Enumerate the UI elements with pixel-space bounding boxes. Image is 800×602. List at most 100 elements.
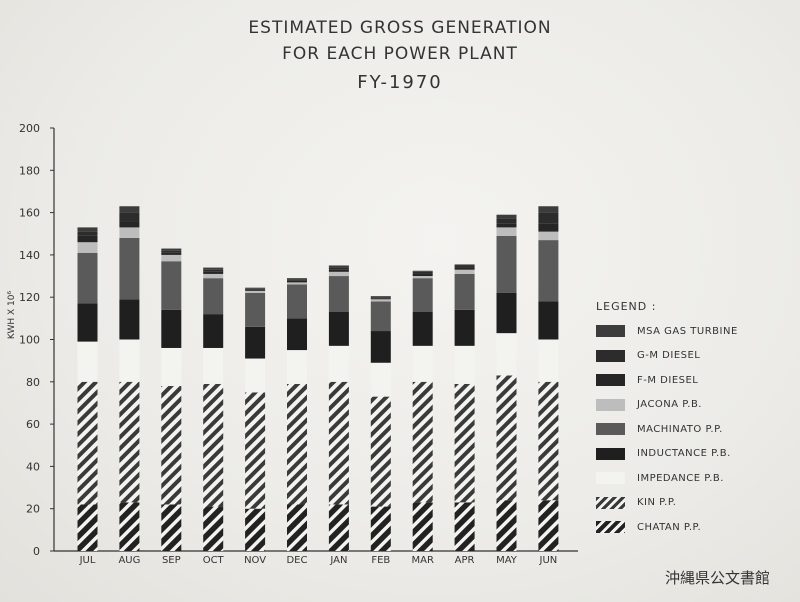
- bar-segment-inductance-jun: [538, 301, 559, 340]
- bar-segment-impedance-mar: [412, 345, 433, 382]
- y-tick-label: 0: [33, 545, 40, 558]
- legend-item-gm_diesel: G-M DIESEL: [596, 344, 796, 369]
- archive-watermark: 沖縄県公文書館: [664, 569, 770, 587]
- bar-segment-gm_diesel-may: [496, 218, 517, 224]
- bar-segment-chatan-nov: [245, 508, 266, 551]
- legend-swatch: [596, 349, 625, 362]
- bar-segment-gm_diesel-aug: [119, 212, 140, 222]
- bar-segment-chatan-mar: [412, 502, 433, 551]
- legend-item-fm_diesel: F-M DIESEL: [596, 368, 796, 393]
- bar-segment-msa_gas_turbine-mar: [412, 270, 433, 272]
- legend-label: CHATAN P.P.: [637, 521, 702, 533]
- bar-segment-kin-jul: [77, 381, 98, 505]
- y-tick-label: 100: [19, 334, 40, 347]
- x-tick-label: JUL: [79, 555, 96, 566]
- bar-segment-impedance-apr: [454, 345, 475, 384]
- bar-segment-machinato-nov: [245, 292, 266, 327]
- bar-segment-kin-nov: [245, 392, 266, 509]
- x-tick-label: AUG: [118, 555, 140, 566]
- bar-segment-fm_diesel-mar: [412, 273, 433, 277]
- bar-segment-chatan-feb: [370, 506, 391, 551]
- bar-segment-impedance-jan: [328, 345, 349, 382]
- bar-segment-machinato-feb: [370, 301, 391, 332]
- bar-segment-inductance-jul: [77, 303, 98, 342]
- bar-segment-msa_gas_turbine-may: [496, 214, 517, 219]
- x-tick-label: MAR: [411, 555, 433, 566]
- bar-segment-gm_diesel-feb: [370, 297, 391, 299]
- bar-segment-impedance-aug: [119, 339, 140, 382]
- bar-segment-gm_diesel-apr: [454, 265, 475, 268]
- y-tick-label: 80: [26, 376, 40, 389]
- y-tick-label: 160: [19, 207, 40, 220]
- bar-segment-impedance-feb: [370, 362, 391, 397]
- bar-segment-chatan-sep: [161, 504, 182, 551]
- chart-title-line-1: ESTIMATED GROSS GENERATION: [248, 18, 552, 38]
- bar-segment-msa_gas_turbine-nov: [245, 287, 266, 289]
- bar-segment-jacona-jul: [77, 242, 98, 253]
- bar-segment-machinato-apr: [454, 273, 475, 310]
- legend-item-jacona: JACONA P.B.: [596, 393, 796, 418]
- bar-segment-chatan-may: [496, 500, 517, 551]
- x-tick-label: JAN: [329, 555, 347, 566]
- bar-segment-machinato-jun: [538, 240, 559, 302]
- bar-segment-fm_diesel-may: [496, 223, 517, 228]
- bar-segment-gm_diesel-mar: [412, 271, 433, 274]
- bar-segment-fm_diesel-oct: [203, 271, 224, 274]
- x-tick-label: SEP: [162, 555, 181, 566]
- bar-segment-fm_diesel-dec: [287, 280, 307, 283]
- legend-title: LEGEND :: [596, 300, 657, 313]
- bar-segment-inductance-apr: [454, 309, 475, 346]
- bar-segment-gm_diesel-sep: [161, 250, 182, 253]
- bar-segment-inductance-sep: [161, 309, 182, 348]
- x-tick-label: DEC: [286, 555, 307, 566]
- bar-segment-fm_diesel-sep: [161, 252, 182, 255]
- bar-segment-msa_gas_turbine-oct: [203, 267, 224, 270]
- bar-segment-fm_diesel-jun: [538, 223, 559, 232]
- bar-segment-machinato-oct: [203, 278, 224, 315]
- bar-segment-kin-apr: [454, 383, 475, 503]
- bar-segment-machinato-aug: [119, 237, 140, 300]
- x-tick-label: JUN: [539, 555, 558, 566]
- bar-segment-kin-feb: [370, 396, 391, 507]
- bar-segment-inductance-feb: [370, 331, 391, 363]
- legend-label: KIN P.P.: [637, 497, 677, 509]
- chart-legend: LEGEND : MSA GAS TURBINE G-M DIESEL F-M DI…: [596, 300, 796, 540]
- bar-segment-inductance-dec: [287, 318, 307, 351]
- y-tick-label: 60: [26, 418, 40, 431]
- legend-swatch: [596, 472, 625, 485]
- x-tick-label: FEB: [371, 555, 390, 566]
- legend-item-inductance: INDUCTANCE P.B.: [596, 442, 796, 467]
- bar-segment-machinato-jan: [328, 276, 349, 313]
- bar-segment-machinato-may: [496, 235, 517, 293]
- bar-segment-fm_diesel-nov: [245, 289, 266, 291]
- bar-segment-msa_gas_turbine-jan: [328, 265, 349, 268]
- bar-segment-inductance-aug: [119, 299, 140, 340]
- chart-title-line-2: FOR EACH POWER PLANT: [282, 44, 518, 64]
- bar-segment-chatan-jun: [538, 500, 559, 551]
- bar-segment-msa_gas_turbine-aug: [119, 206, 140, 213]
- bar-segment-impedance-jun: [538, 339, 559, 382]
- bar-segment-impedance-oct: [203, 347, 224, 384]
- bar-segment-inductance-jan: [328, 312, 349, 346]
- legend-swatch: [596, 447, 625, 460]
- y-tick-label: 180: [19, 164, 40, 177]
- bar-segment-gm_diesel-jul: [77, 231, 98, 236]
- bar-segment-chatan-apr: [454, 502, 475, 551]
- legend-swatch: [596, 374, 625, 387]
- legend-swatch: [596, 398, 625, 411]
- legend-label: INDUCTANCE P.B.: [637, 448, 731, 460]
- bar-segment-jacona-jun: [538, 231, 559, 241]
- bar-segment-msa_gas_turbine-feb: [370, 296, 391, 298]
- bar-segment-gm_diesel-jun: [538, 212, 559, 224]
- bar-segment-impedance-nov: [245, 358, 266, 393]
- y-tick-label: 140: [19, 249, 40, 262]
- bar-segment-impedance-may: [496, 333, 517, 376]
- bar-segment-inductance-mar: [412, 312, 433, 346]
- bar-segment-impedance-dec: [287, 350, 307, 384]
- bar-segment-chatan-jul: [77, 504, 98, 551]
- chart-title-line-3: FY-1970: [357, 72, 443, 93]
- legend-label: IMPEDANCE P.B.: [637, 472, 724, 484]
- bar-segment-fm_diesel-feb: [370, 298, 391, 300]
- legend-swatch: [596, 423, 625, 436]
